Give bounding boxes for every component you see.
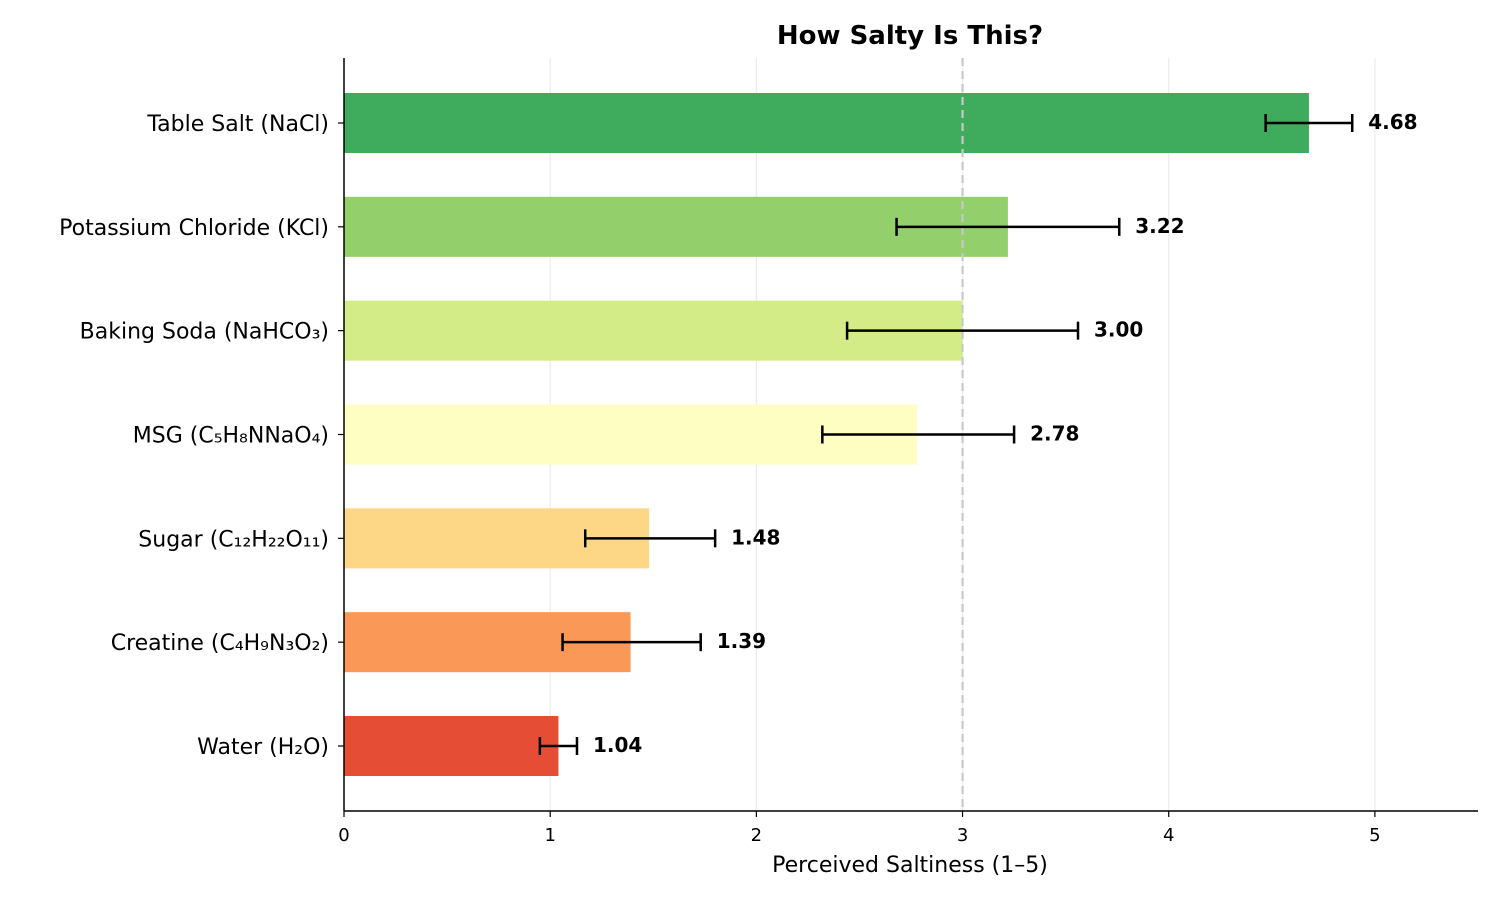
chart-title: How Salty Is This? bbox=[777, 21, 1043, 51]
value-label: 3.00 bbox=[1094, 318, 1143, 342]
value-label: 4.68 bbox=[1368, 110, 1417, 134]
category-label: Potassium Chloride (KCl) bbox=[59, 216, 329, 241]
x-tick-label: 4 bbox=[1163, 825, 1174, 846]
x-tick-label: 2 bbox=[751, 825, 762, 846]
value-label: 2.78 bbox=[1030, 422, 1079, 446]
category-label: Creatine (C₄H₉N₃O₂) bbox=[111, 631, 329, 656]
value-label: 1.39 bbox=[717, 629, 766, 653]
x-tick-label: 5 bbox=[1369, 825, 1380, 846]
x-tick-label: 1 bbox=[544, 825, 555, 846]
x-tick-label: 0 bbox=[338, 825, 349, 846]
x-ticks: 0 1 2 3 4 5 bbox=[338, 811, 1381, 846]
error-bars bbox=[538, 114, 1354, 755]
value-label: 1.04 bbox=[593, 733, 642, 757]
x-tick-label: 3 bbox=[957, 825, 968, 846]
category-labels: Table Salt (NaCl) Potassium Chloride (KCl… bbox=[59, 112, 344, 760]
value-labels: 4.68 3.22 3.00 2.78 1.48 1.39 1.04 bbox=[593, 110, 1418, 757]
axes bbox=[343, 58, 1478, 812]
x-axis-title: Perceived Saltiness (1–5) bbox=[772, 853, 1048, 878]
category-label: Sugar (C₁₂H₂₂O₁₁) bbox=[138, 527, 329, 552]
category-label: Table Salt (NaCl) bbox=[146, 112, 329, 137]
value-label: 3.22 bbox=[1135, 214, 1184, 238]
category-label: MSG (C₅H₈NNaO₄) bbox=[133, 424, 329, 449]
bar bbox=[344, 93, 1309, 153]
value-label: 1.48 bbox=[731, 525, 780, 549]
category-label: Baking Soda (NaHCO₃) bbox=[80, 320, 329, 345]
bar bbox=[344, 716, 559, 776]
category-label: Water (H₂O) bbox=[197, 735, 329, 760]
